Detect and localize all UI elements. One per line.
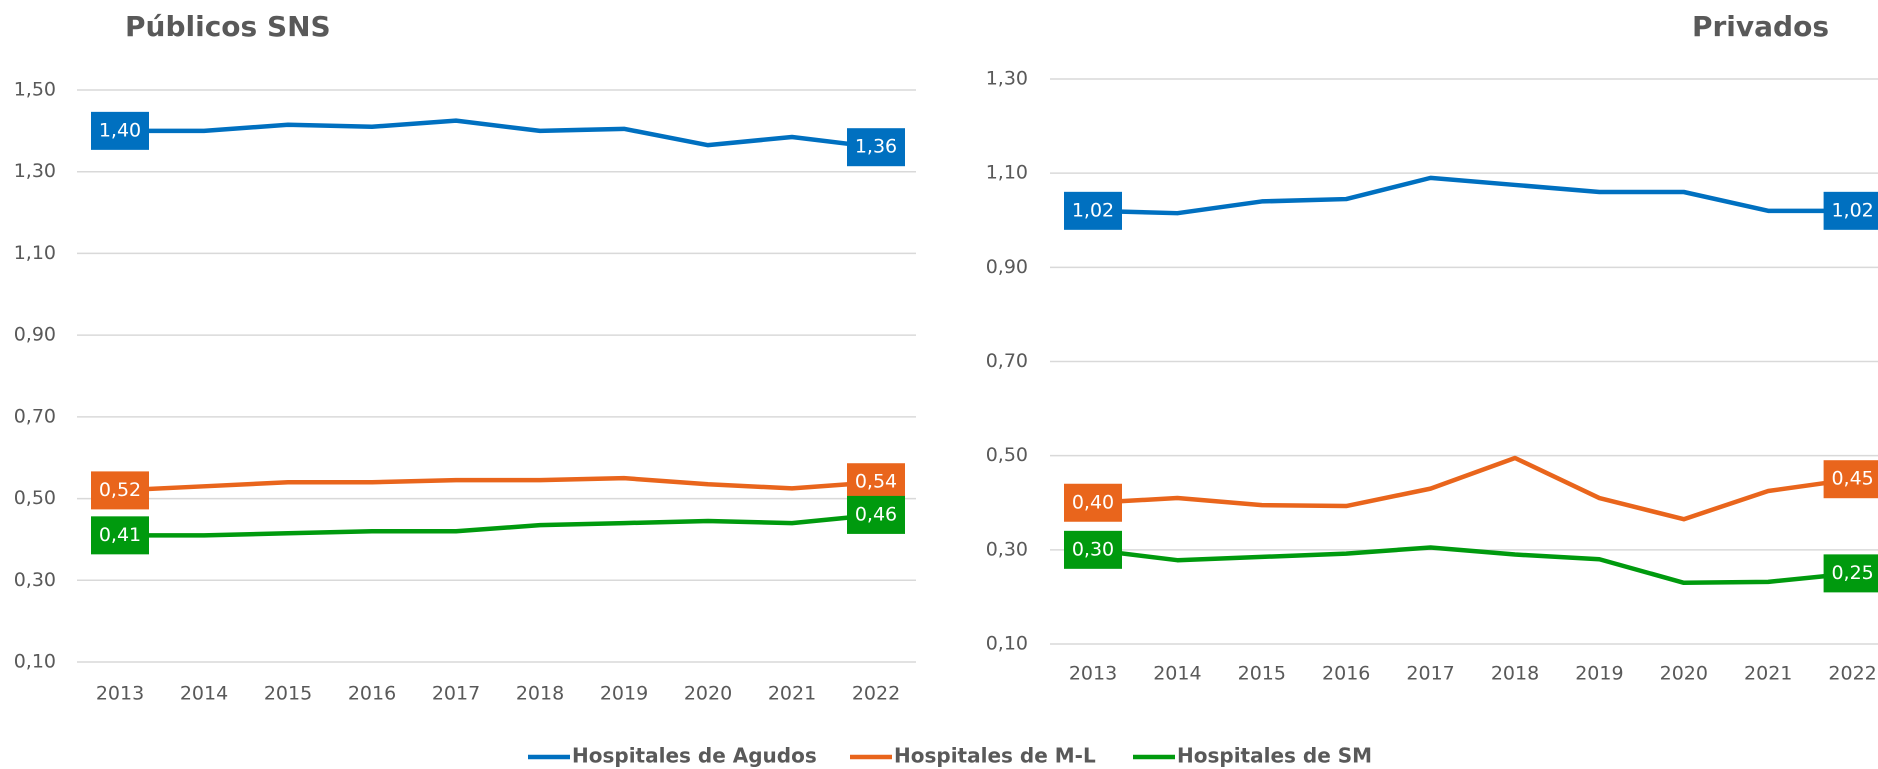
y-tick-label: 0,90 bbox=[986, 256, 1028, 278]
x-tick-label: 2019 bbox=[1575, 663, 1623, 685]
x-tick-label: 2015 bbox=[264, 683, 312, 705]
data-label: 1,40 bbox=[99, 119, 141, 141]
data-label-box bbox=[847, 128, 905, 167]
series-line bbox=[119, 475, 877, 493]
y-tick-label: 0,50 bbox=[14, 487, 56, 509]
data-label-box bbox=[1823, 191, 1878, 230]
series-line bbox=[120, 512, 877, 538]
y-tick-label: 0,70 bbox=[986, 350, 1028, 372]
x-tick-label: 2014 bbox=[180, 683, 228, 705]
y-tick-label: 0,30 bbox=[986, 538, 1028, 560]
y-tick-label: 0,10 bbox=[986, 633, 1028, 655]
x-tick-label: 2022 bbox=[852, 683, 900, 705]
legend-label: Hospitales de SM bbox=[1177, 744, 1372, 768]
data-label: 0,52 bbox=[99, 479, 141, 501]
chart-title: Privados bbox=[1692, 10, 1829, 43]
x-tick-label: 2020 bbox=[1660, 663, 1708, 685]
series-line bbox=[120, 118, 877, 150]
data-label-box bbox=[1823, 554, 1878, 593]
data-label: 0,25 bbox=[1831, 562, 1873, 584]
data-label-box bbox=[91, 471, 149, 510]
x-tick-label: 2016 bbox=[348, 683, 396, 705]
data-label-box bbox=[847, 463, 905, 502]
series-line bbox=[1092, 175, 1853, 216]
x-tick-label: 2015 bbox=[1238, 663, 1286, 685]
y-tick-label: 1,30 bbox=[986, 68, 1028, 90]
data-label: 0,54 bbox=[855, 471, 897, 493]
data-label-box bbox=[1064, 191, 1122, 230]
data-label-box bbox=[1064, 530, 1122, 569]
y-tick-label: 0,70 bbox=[14, 405, 56, 427]
chart-title: Públicos SNS bbox=[125, 10, 331, 43]
y-tick-label: 0,10 bbox=[14, 651, 56, 673]
x-tick-label: 2021 bbox=[768, 683, 816, 705]
x-tick-label: 2017 bbox=[1406, 663, 1454, 685]
x-tick-label: 2018 bbox=[1491, 663, 1539, 685]
y-tick-label: 0,30 bbox=[14, 569, 56, 591]
series-line bbox=[1092, 545, 1853, 586]
y-tick-label: 1,10 bbox=[986, 162, 1028, 184]
series-line bbox=[1092, 455, 1853, 522]
x-tick-label: 2021 bbox=[1744, 663, 1792, 685]
data-label: 1,02 bbox=[1831, 199, 1873, 221]
data-label: 1,02 bbox=[1072, 199, 1114, 221]
y-tick-label: 0,50 bbox=[986, 444, 1028, 466]
y-tick-label: 1,50 bbox=[14, 79, 56, 101]
data-label-box bbox=[91, 111, 149, 150]
x-tick-label: 2014 bbox=[1153, 663, 1201, 685]
y-tick-label: 1,10 bbox=[14, 242, 56, 264]
legend-label: Hospitales de M-L bbox=[894, 744, 1096, 768]
x-tick-label: 2017 bbox=[432, 683, 480, 705]
data-label: 0,40 bbox=[1072, 491, 1114, 513]
x-tick-label: 2022 bbox=[1828, 663, 1876, 685]
y-tick-label: 1,30 bbox=[14, 160, 56, 182]
data-label: 0,45 bbox=[1831, 468, 1873, 490]
data-label: 0,30 bbox=[1072, 538, 1114, 560]
data-label: 0,41 bbox=[99, 524, 141, 546]
x-tick-label: 2013 bbox=[1069, 663, 1117, 685]
y-tick-label: 0,90 bbox=[14, 324, 56, 346]
x-tick-label: 2018 bbox=[516, 683, 564, 705]
legend-label: Hospitales de Agudos bbox=[572, 744, 817, 768]
x-tick-label: 2013 bbox=[96, 683, 144, 705]
x-tick-label: 2019 bbox=[600, 683, 648, 705]
data-label-box bbox=[1823, 460, 1878, 499]
data-label-box bbox=[847, 495, 905, 534]
data-label: 0,46 bbox=[855, 503, 897, 525]
x-tick-label: 2016 bbox=[1322, 663, 1370, 685]
data-label-box bbox=[1064, 483, 1122, 522]
data-label: 1,36 bbox=[855, 136, 897, 158]
x-tick-label: 2020 bbox=[684, 683, 732, 705]
data-label-box bbox=[91, 516, 149, 555]
